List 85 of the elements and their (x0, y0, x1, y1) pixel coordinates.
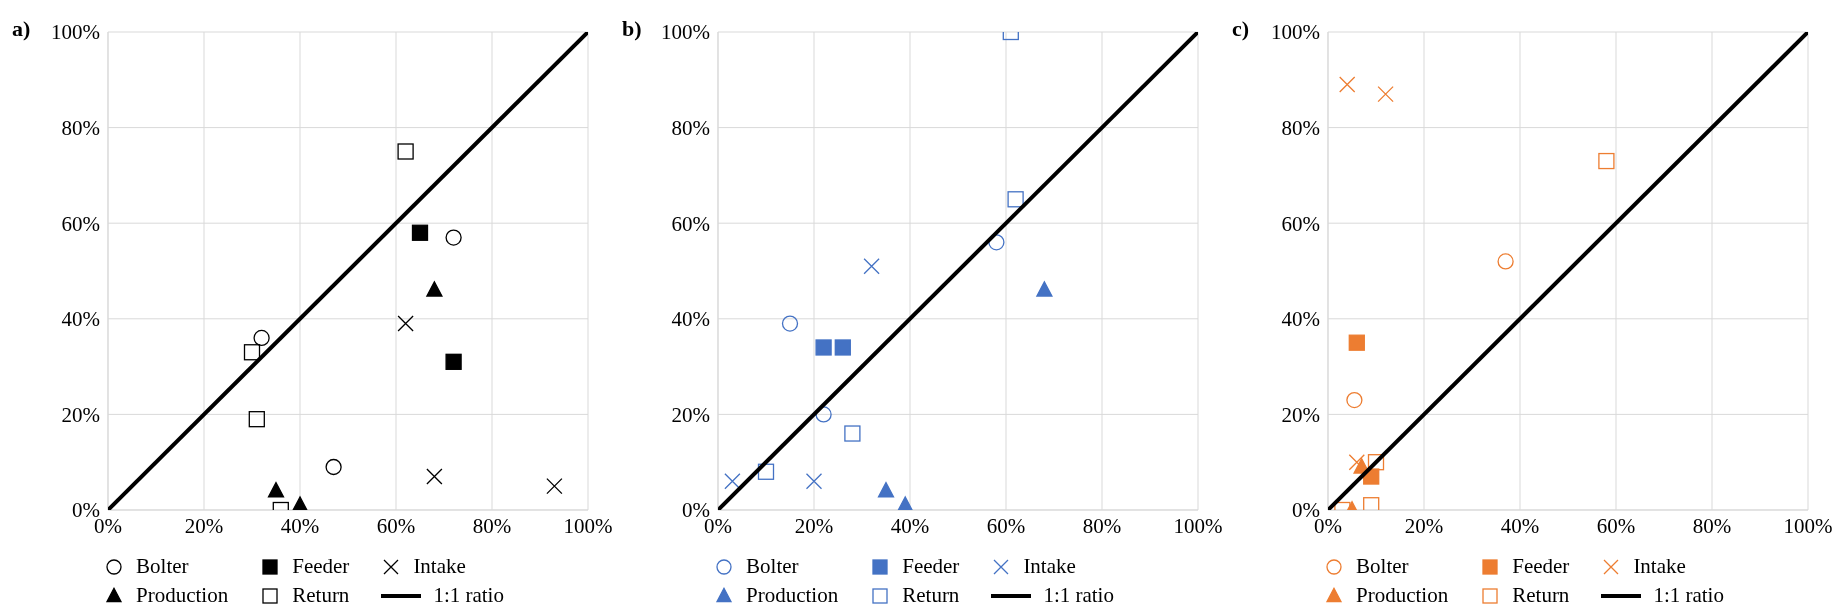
y-tick-label: 20% (1281, 402, 1320, 427)
x-tick-label: 20% (1404, 513, 1444, 538)
point (291, 496, 309, 510)
legend-label: Production (746, 583, 839, 608)
legend-label: Feeder (292, 554, 350, 579)
legend-label: Intake (1633, 554, 1686, 579)
legend-label: Production (136, 583, 229, 608)
y-tick-label: 40% (1281, 307, 1320, 332)
legend-label: Production (1356, 583, 1449, 608)
point (426, 468, 443, 485)
point (243, 344, 261, 361)
point (267, 481, 285, 498)
point (1363, 497, 1380, 510)
legend-label: 1:1 ratio (1653, 583, 1724, 608)
point (1377, 85, 1394, 103)
legend-label: Return (902, 583, 960, 608)
legend-label: Return (292, 583, 350, 608)
y-tick-label: 100% (1271, 20, 1320, 45)
point (1348, 334, 1365, 351)
chart-title: a) (12, 16, 31, 42)
point (877, 481, 895, 498)
y-tick-label: 100% (51, 20, 100, 45)
x-tick-label: 100% (563, 513, 613, 538)
legend-label: 1:1 ratio (1043, 583, 1114, 608)
y-tick-label: 60% (671, 211, 710, 236)
point (411, 224, 429, 241)
x-tick-label: 40% (890, 513, 930, 538)
x-tick-label: 60% (986, 513, 1026, 538)
x-tick-label: 40% (280, 513, 320, 538)
y-tick-label: 40% (671, 307, 710, 332)
point (757, 463, 775, 480)
legend-label: Bolter (136, 554, 189, 579)
point (805, 473, 823, 490)
point (781, 315, 799, 332)
y-tick-label: 80% (671, 116, 710, 141)
point (1036, 281, 1053, 297)
legend-label: Bolter (1356, 554, 1409, 579)
point (724, 473, 741, 490)
y-tick-label: 20% (671, 402, 710, 427)
y-tick-label: 60% (1281, 211, 1320, 236)
legend-label: Bolter (746, 554, 799, 579)
y-tick-label: 80% (1281, 116, 1320, 141)
x-tick-label: 60% (376, 513, 416, 538)
y-tick-label: 40% (61, 307, 100, 332)
x-tick-label: 80% (472, 513, 512, 538)
y-tick-label: 60% (61, 211, 100, 236)
legend-label: Feeder (1512, 554, 1570, 579)
legend-label: 1:1 ratio (433, 583, 504, 608)
point (834, 339, 851, 356)
chart-title: b) (622, 16, 642, 42)
legend-label: Return (1512, 583, 1570, 608)
legend-label: Intake (413, 554, 466, 579)
point (445, 353, 462, 370)
y-tick-label: 20% (61, 402, 100, 427)
x-tick-label: 100% (1173, 513, 1223, 538)
point (325, 458, 342, 476)
x-tick-label: 80% (1082, 513, 1122, 538)
point (426, 281, 443, 297)
point (844, 425, 861, 442)
x-tick-label: 60% (1596, 513, 1636, 538)
legend-label: Intake (1023, 554, 1076, 579)
point (1007, 191, 1024, 208)
point (863, 258, 880, 275)
point (248, 411, 265, 428)
x-tick-label: 80% (1692, 513, 1732, 538)
point (397, 143, 414, 160)
x-tick-label: 40% (1500, 513, 1540, 538)
legend-label: Feeder (902, 554, 960, 579)
x-tick-label: 20% (794, 513, 834, 538)
point (546, 477, 563, 495)
point (1339, 76, 1356, 93)
point (1367, 454, 1385, 471)
point (397, 315, 414, 332)
point (1346, 391, 1363, 409)
x-tick-label: 20% (184, 513, 224, 538)
point (1497, 253, 1514, 270)
point (1598, 152, 1615, 170)
point (253, 329, 270, 347)
chart-title: c) (1232, 16, 1250, 42)
point (445, 229, 462, 246)
point (815, 339, 832, 356)
y-tick-label: 100% (661, 20, 710, 45)
x-tick-label: 100% (1783, 513, 1833, 538)
point (897, 496, 914, 510)
y-tick-label: 80% (61, 116, 100, 141)
